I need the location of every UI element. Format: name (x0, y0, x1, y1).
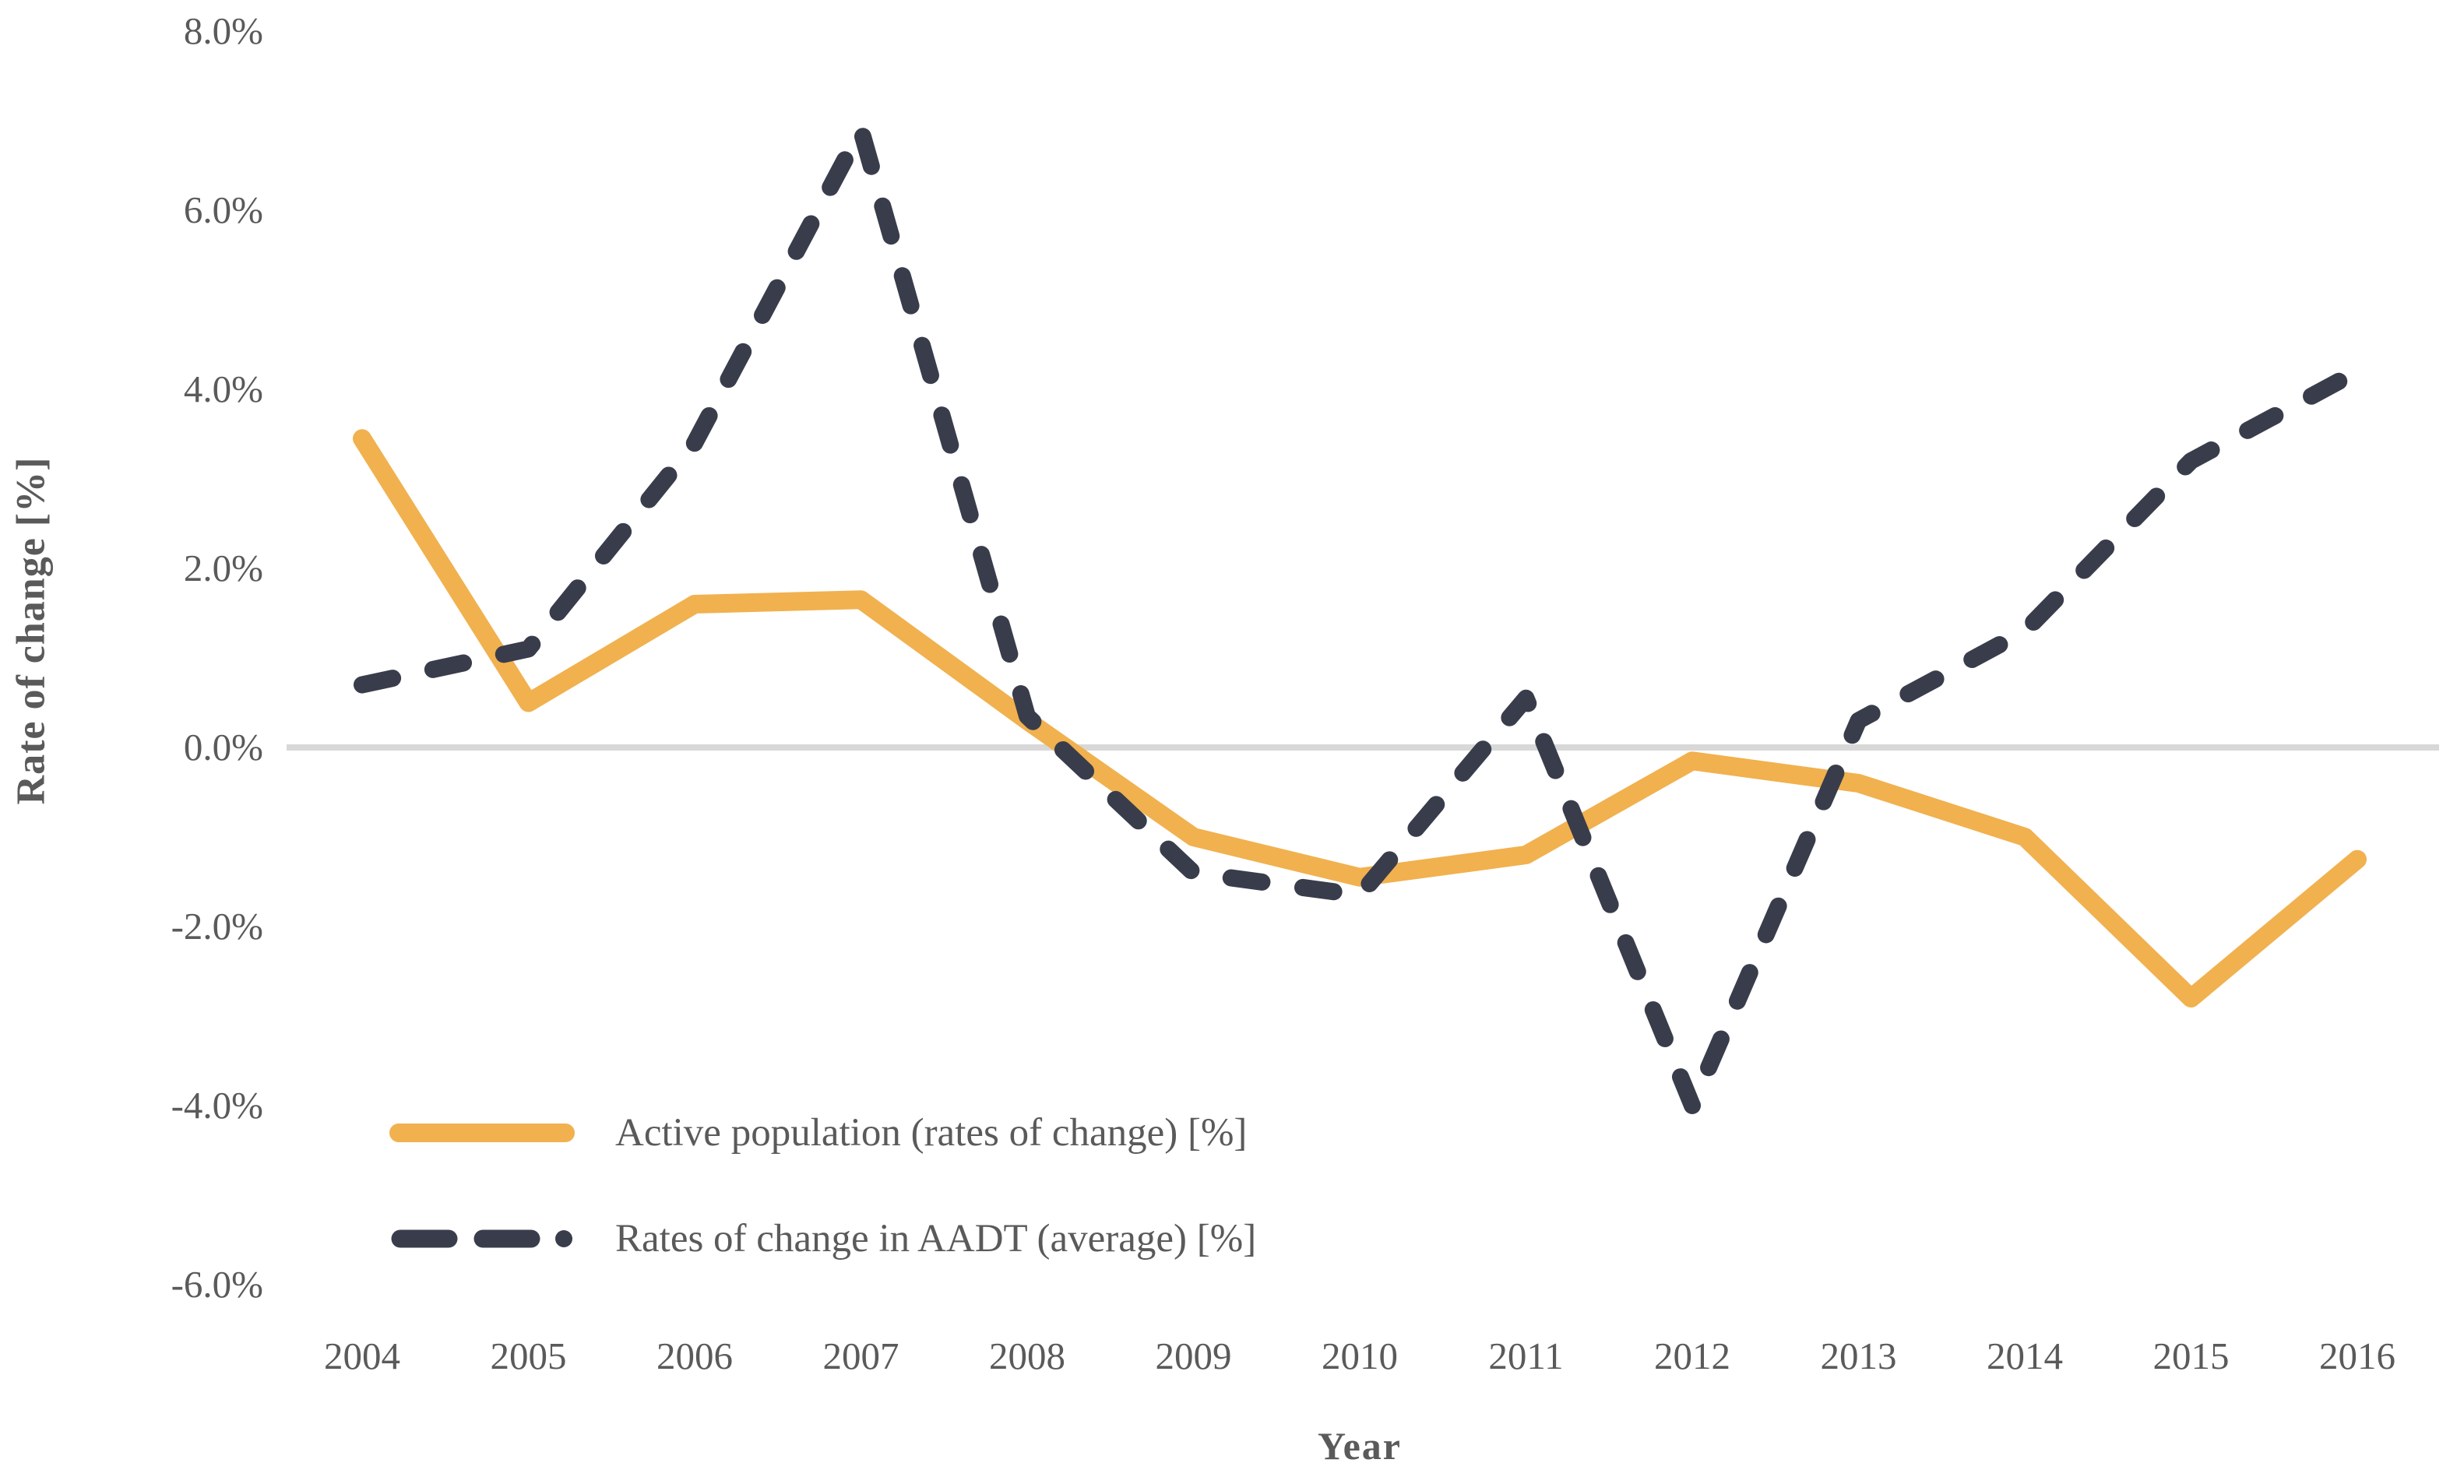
y-tick-label: 6.0% (183, 188, 263, 231)
x-tick-label: 2015 (2152, 1335, 2230, 1377)
active-population-line (353, 429, 2367, 1008)
x-tick-label: 2012 (1654, 1335, 1730, 1377)
x-axis-title: Year (1318, 1424, 1402, 1468)
x-tick-label: 2011 (1488, 1335, 1564, 1377)
legend-label-aadt: Rates of change in AADT (average) [%] (615, 1217, 1257, 1261)
y-tick-label: 2.0% (183, 547, 263, 589)
legend-solid-line-swatch (389, 1124, 575, 1142)
x-tick-label: 2004 (324, 1335, 400, 1377)
y-tick-label: -6.0% (171, 1263, 263, 1306)
legend-item-aadt: Rates of change in AADT (average) [%] (388, 1211, 1256, 1266)
y-tick-label: 4.0% (183, 367, 263, 410)
y-tick-label: -4.0% (171, 1084, 263, 1127)
legend-item-active-population: Active population (rates of change) [%] (388, 1106, 1247, 1160)
x-tick-label: 2013 (1820, 1335, 1897, 1377)
x-tick-label: 2014 (1987, 1335, 2063, 1377)
x-tick-label: 2009 (1155, 1335, 1232, 1377)
x-tick-label: 2007 (822, 1335, 899, 1377)
x-tick-label: 2005 (490, 1335, 567, 1377)
aadt-dashed-line (354, 121, 2366, 1114)
x-tick-label: 2008 (989, 1335, 1065, 1377)
y-tick-label: 8.0% (183, 9, 263, 52)
y-tick-label: -2.0% (171, 905, 263, 948)
x-tick-label: 2006 (656, 1335, 733, 1377)
x-tick-label: 2016 (2319, 1335, 2395, 1377)
legend-label-active-population: Active population (rates of change) [%] (615, 1111, 1248, 1155)
legend-dashed-line-swatch (391, 1229, 572, 1248)
x-tick-label: 2010 (1322, 1335, 1398, 1377)
y-tick-label: 0.0% (183, 726, 263, 768)
